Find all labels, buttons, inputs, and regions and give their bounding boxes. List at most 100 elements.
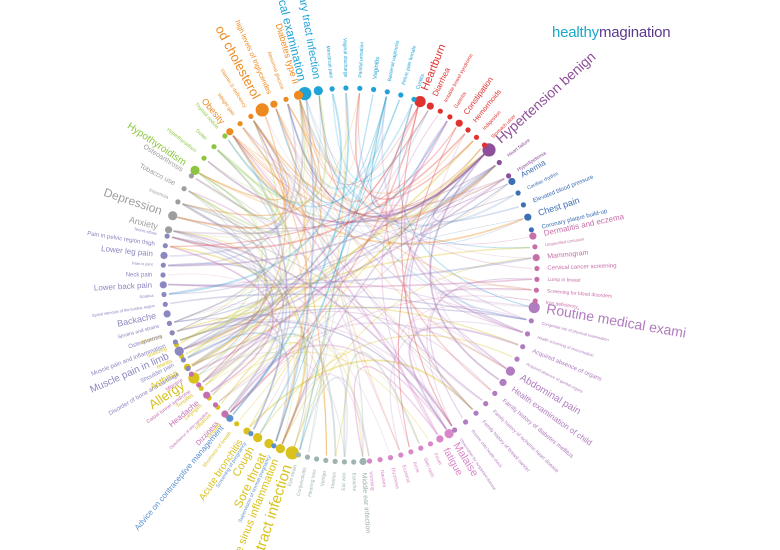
label-pink-4: Acne <box>411 461 420 474</box>
node-purple-exam-7 <box>492 390 498 396</box>
chord-51-1 <box>173 230 274 350</box>
label-uro-6: Bacterial vaginosis <box>387 40 401 83</box>
chord-23-1 <box>177 216 473 410</box>
chord-13-2 <box>299 99 327 453</box>
chord-0-2 <box>204 335 364 457</box>
chord-36-1 <box>331 93 429 183</box>
chord-13-0 <box>253 120 364 457</box>
node-gi-1 <box>426 102 434 110</box>
node-gi-3 <box>447 114 453 120</box>
node-preg-0 <box>271 443 277 449</box>
node-neuro-2 <box>203 391 211 399</box>
node-ear-1 <box>351 459 357 465</box>
node-gi-2 <box>437 108 443 114</box>
chord-6-2 <box>170 245 306 445</box>
chord-16-0 <box>232 135 439 436</box>
label-musculo-8: Sciatica <box>139 293 154 300</box>
chord-53-2 <box>171 236 274 383</box>
node-musculo-5 <box>166 320 172 326</box>
label-pink-6: Dizziness <box>390 467 401 490</box>
node-skin-1 <box>532 244 538 250</box>
chord-41-2 <box>275 96 387 204</box>
chord-40-1 <box>195 120 448 373</box>
label-musculo-10: Neck pain <box>126 273 153 279</box>
chord-22-0 <box>168 279 523 333</box>
chord-39-3 <box>403 120 523 334</box>
node-neuro-0 <box>221 410 229 418</box>
chord-31-2 <box>275 108 496 222</box>
label-hypertension-1: Heart failure <box>506 137 532 158</box>
chord-36-2 <box>318 95 419 203</box>
chord-4-0 <box>204 100 308 386</box>
node-mental-3 <box>181 186 187 192</box>
chord-17-0 <box>167 273 390 453</box>
chord-24-0 <box>408 152 486 411</box>
chord-35-0 <box>218 165 496 402</box>
node-purple-exam-5 <box>505 366 515 376</box>
node-pink-2 <box>427 441 434 447</box>
node-musculo-3 <box>172 339 178 345</box>
chord-52-0 <box>182 203 282 383</box>
node-neuro-3 <box>196 382 202 388</box>
chord-1-3 <box>229 344 448 430</box>
chord-28-1 <box>275 108 508 231</box>
chord-41-0 <box>286 99 401 190</box>
chord-11-2 <box>343 351 420 457</box>
node-gi-5 <box>465 127 471 133</box>
chord-40-0 <box>202 110 429 383</box>
label-uro-3: Vaginal discharge <box>342 38 349 78</box>
node-ear-6 <box>304 454 311 460</box>
chord-50-2 <box>187 172 264 359</box>
node-ear-5 <box>314 456 320 462</box>
node-metabolic-0 <box>226 128 234 136</box>
node-musculo-7 <box>162 301 168 307</box>
node-thyroid-0 <box>190 165 200 175</box>
chord-9-2 <box>249 152 486 428</box>
chord-links <box>167 92 533 457</box>
chord-29-1 <box>432 178 508 214</box>
chord-34-1 <box>195 165 496 237</box>
chord-23-2 <box>173 230 453 427</box>
chord-19-0 <box>242 127 507 370</box>
node-musculo-2 <box>174 346 184 356</box>
node-musculo-10 <box>160 272 166 278</box>
chord-36-3 <box>370 96 448 208</box>
chord-29-2 <box>420 152 508 236</box>
chord-46-0 <box>182 103 317 216</box>
label-skin-2: Mammogram <box>547 250 589 261</box>
chord-37-0 <box>232 135 482 215</box>
node-metabolic-5 <box>283 96 289 102</box>
chord-22-3 <box>176 306 527 332</box>
node-blue-heart-4 <box>528 227 535 233</box>
label-ear-2: Ear wax <box>341 472 348 491</box>
node-purple-exam-9 <box>473 410 479 416</box>
node-gi-4 <box>455 119 463 127</box>
chord-30-1 <box>176 194 514 332</box>
chord-35-1 <box>202 152 486 383</box>
chord-42-1 <box>174 103 413 323</box>
node-musculo-14 <box>164 233 170 239</box>
node-metabolic-3 <box>255 103 269 117</box>
node-pink-7 <box>377 457 383 463</box>
chord-33-1 <box>183 164 496 350</box>
chord-39-1 <box>428 133 507 370</box>
chord-11-1 <box>353 365 439 457</box>
node-purple-exam-3 <box>520 344 526 350</box>
chord-31-0 <box>253 120 496 223</box>
node-purple-exam-10 <box>463 419 469 425</box>
label-uro-5: Vaginitis <box>372 57 381 80</box>
chord-37-2 <box>299 100 419 185</box>
chord-54-1 <box>187 332 290 442</box>
label-skin-5: Screening for blood disorders <box>547 288 613 299</box>
chord-25-1 <box>318 95 530 249</box>
chord-48-0 <box>275 108 308 442</box>
label-musculo-11: Pain in joint <box>132 261 154 267</box>
chord-51-0 <box>173 230 273 341</box>
node-hypertension-1 <box>496 159 502 166</box>
node-pink-6 <box>387 455 394 461</box>
node-skin-3 <box>534 265 540 272</box>
node-ent-2 <box>264 438 274 449</box>
chord-15-3 <box>408 326 519 430</box>
chord-2-0 <box>176 305 519 346</box>
chord-5-1 <box>188 190 308 449</box>
